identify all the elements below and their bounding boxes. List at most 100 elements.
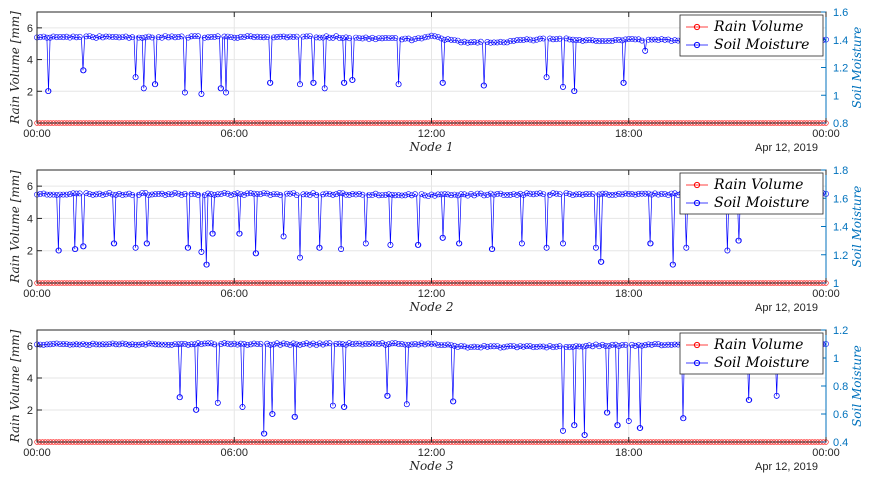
soil-moisture-point [198,91,205,97]
soil-moisture-point [313,34,320,41]
soil-moisture-point [116,341,123,348]
soil-moisture-point [366,36,372,42]
soil-moisture-point [616,190,622,197]
soil-moisture-point [589,37,596,44]
soil-moisture-point [573,343,579,349]
soil-moisture-point [500,192,507,198]
soil-moisture-point [520,192,527,198]
soil-moisture-point [234,341,241,348]
soil-moisture-point [50,33,57,40]
soil-moisture-point [168,191,175,198]
soil-moisture-point [80,341,86,347]
soil-moisture-point [346,192,353,198]
soil-moisture-point [563,343,570,350]
soil-moisture-point [178,33,185,40]
soil-moisture-point [458,191,464,198]
soil-moisture-point [231,191,238,198]
soil-moisture-point [556,191,563,197]
soil-moisture-point [168,33,175,40]
soil-moisture-point [237,191,244,197]
soil-moisture-point [415,341,422,348]
soil-moisture-point [72,246,79,252]
soil-moisture-point [385,191,392,198]
soil-moisture-point [221,340,228,347]
soil-moisture-point [266,79,273,86]
soil-moisture-point [96,33,103,40]
soil-moisture-point [192,406,199,413]
soil-moisture-point [402,192,409,199]
soil-moisture-point [662,342,668,348]
soil-moisture-point [589,343,596,350]
soil-moisture-point [359,35,366,42]
soil-moisture-point [444,36,451,43]
soil-moisture-point [86,341,93,348]
soil-moisture-point [352,191,359,198]
soil-moisture-point [188,190,195,197]
soil-moisture-point [270,34,277,41]
soil-moisture-point [346,340,353,347]
soil-moisture-point [593,244,599,251]
soil-moisture-point [336,35,343,41]
soil-moisture-point [668,38,675,44]
soil-moisture-point [188,33,195,40]
soil-moisture-point [283,190,290,197]
soil-moisture-point [283,34,290,41]
soil-moisture-point [73,190,80,197]
soil-moisture-point [86,33,93,39]
soil-moisture-point [366,340,372,347]
soil-moisture-point [487,39,494,46]
soil-moisture-point [76,341,83,348]
right-axis-label: Soil Moisture [850,345,864,427]
soil-moisture-point [300,341,307,347]
legend-box [679,332,824,375]
soil-moisture-point [201,340,208,347]
soil-moisture-point [655,37,662,43]
soil-moisture-point [603,409,610,416]
soil-moisture-point [372,190,379,197]
soil-moisture-point [356,191,363,197]
soil-moisture-point [612,191,619,198]
left-tick-label: 2 [27,86,33,98]
soil-moisture-point [191,33,198,40]
x-tick-label: 18:00 [615,288,643,300]
soil-moisture-point [553,36,560,43]
soil-moisture-point [412,340,418,347]
soil-moisture-point [44,341,50,348]
soil-moisture-point [310,340,316,347]
soil-moisture-point [428,191,435,198]
soil-moisture-point [122,33,129,40]
soil-moisture-point [507,343,514,349]
soil-moisture-point [602,38,609,44]
soil-moisture-point [458,343,464,349]
soil-moisture-point [480,82,487,89]
soil-moisture-point [261,430,268,437]
date-label: Apr 12, 2019 [755,142,818,154]
soil-moisture-point [398,36,405,43]
soil-moisture-point [671,190,678,197]
soil-moisture-point [431,192,438,199]
soil-moisture-point [514,37,520,44]
soil-moisture-point [56,247,62,254]
soil-moisture-point [665,341,672,348]
soil-moisture-point [57,191,63,198]
soil-moisture-point [168,341,175,348]
soil-moisture-point [454,37,461,44]
soil-moisture-point [392,192,399,199]
soil-moisture-point [277,192,284,198]
soil-moisture-point [140,85,147,92]
soil-moisture-point [438,35,445,42]
soil-moisture-point [612,37,619,43]
soil-moisture-point [619,342,626,348]
soil-moisture-point [132,341,139,348]
soil-moisture-point [254,33,261,40]
soil-moisture-point [244,341,251,348]
left-axis-label: Rain Volume [mm] [8,170,22,284]
soil-moisture-point [468,39,474,46]
soil-moisture-point [198,341,205,348]
soil-moisture-point [375,192,382,199]
soil-moisture-point [418,340,425,347]
soil-moisture-point [70,341,77,348]
soil-moisture-point [178,340,185,347]
soil-moisture-point [176,394,183,401]
soil-moisture-point [254,191,261,197]
